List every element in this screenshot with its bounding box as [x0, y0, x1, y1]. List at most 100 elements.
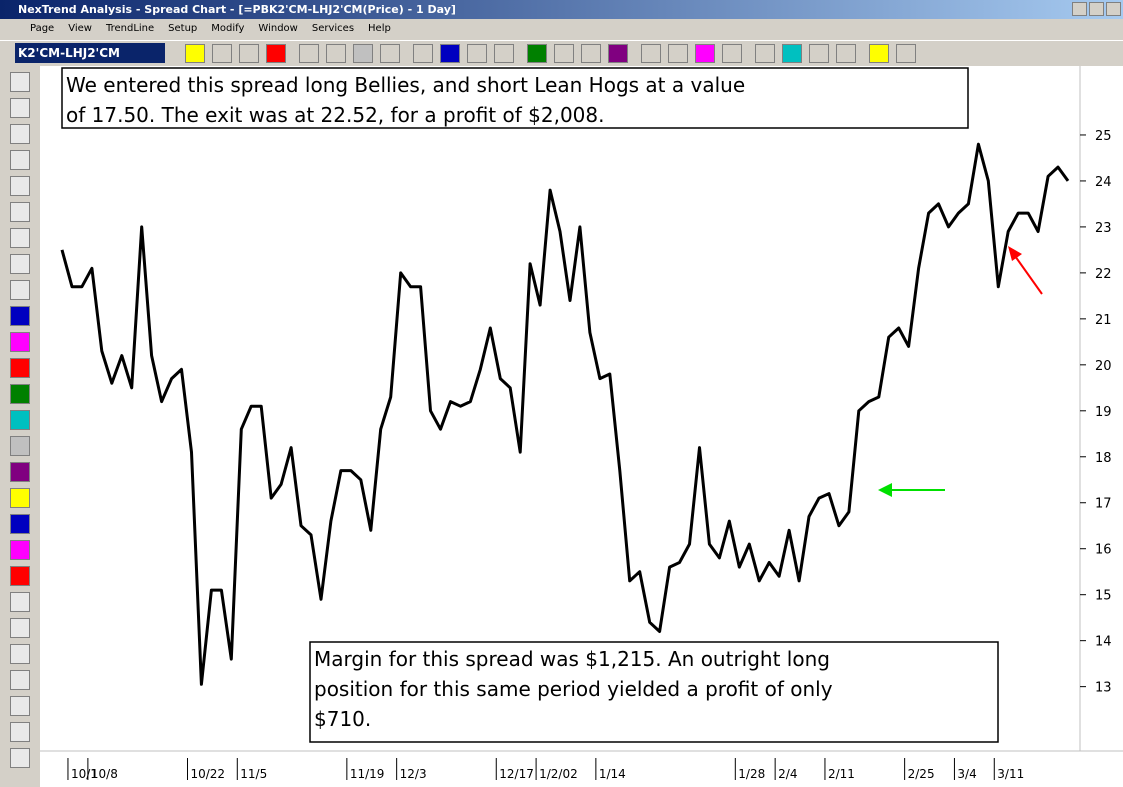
left-toolbar: [0, 66, 40, 787]
toolbar-button[interactable]: [896, 44, 916, 63]
y-tick-label: 16: [1095, 543, 1112, 558]
tool-button[interactable]: [10, 566, 30, 586]
tool-button[interactable]: [10, 150, 30, 170]
tool-button[interactable]: [10, 540, 30, 560]
x-tick-label: 3/4: [957, 767, 976, 781]
tool-button[interactable]: [10, 202, 30, 222]
x-tick-label: 11/19: [350, 767, 385, 781]
tool-button[interactable]: [10, 384, 30, 404]
toolbar-button[interactable]: [413, 44, 433, 63]
toolbar-button[interactable]: [869, 44, 889, 63]
tool-button[interactable]: [10, 488, 30, 508]
x-tick-label: 10/1: [71, 767, 98, 781]
toolbar-button[interactable]: [695, 44, 715, 63]
tool-button[interactable]: [10, 644, 30, 664]
toolbar-button[interactable]: [836, 44, 856, 63]
x-tick-label: 3/11: [997, 767, 1024, 781]
y-tick-label: 25: [1095, 129, 1112, 144]
toolbar-button[interactable]: [641, 44, 661, 63]
tool-button[interactable]: [10, 618, 30, 638]
price-line: [60, 142, 1070, 686]
toolbar-button[interactable]: [467, 44, 487, 63]
tool-button[interactable]: [10, 254, 30, 274]
toolbar: K2'CM-LHJ2'CM: [0, 40, 1123, 66]
menu-item[interactable]: TrendLine: [105, 23, 155, 34]
menu-item[interactable]: Setup: [168, 23, 198, 34]
menu-bar: Page View TrendLine Setup Modify Window Servic…: [0, 19, 1123, 39]
tool-button[interactable]: [10, 176, 30, 196]
toolbar-button[interactable]: [608, 44, 628, 63]
toolbar-button[interactable]: [212, 44, 232, 63]
close[interactable]: [1106, 2, 1121, 16]
title-bar: NexTrend Analysis - Spread Chart - [=PBK…: [0, 0, 1123, 19]
tool-button[interactable]: [10, 332, 30, 352]
tool-button[interactable]: [10, 436, 30, 456]
toolbar-button[interactable]: [326, 44, 346, 63]
tool-button[interactable]: [10, 696, 30, 716]
tool-button[interactable]: [10, 462, 30, 482]
menu-item[interactable]: View: [68, 23, 92, 34]
x-tick-label: 10/22: [190, 767, 225, 781]
tool-button[interactable]: [10, 228, 30, 248]
tool-button[interactable]: [10, 670, 30, 690]
toolbar-button[interactable]: [722, 44, 742, 63]
y-tick-label: 13: [1095, 681, 1112, 696]
tool-button[interactable]: [10, 98, 30, 118]
tool-button[interactable]: [10, 358, 30, 378]
tool-button[interactable]: [10, 592, 30, 612]
tool-button[interactable]: [10, 748, 30, 768]
menu-item[interactable]: Services: [311, 23, 355, 34]
annotation-box: [61, 67, 969, 129]
x-tick-label: 10/8: [91, 767, 118, 781]
toolbar-button[interactable]: [266, 44, 286, 63]
menu-item[interactable]: Page: [30, 23, 55, 34]
annotation-box: [309, 641, 999, 743]
x-tick-label: 1/28: [738, 767, 765, 781]
green-arrow: [878, 483, 945, 497]
x-tick-label: 2/11: [828, 767, 855, 781]
toolbar-button[interactable]: [668, 44, 688, 63]
y-tick-label: 15: [1095, 589, 1112, 604]
x-tick-label: 2/4: [778, 767, 797, 781]
y-tick-label: 17: [1095, 497, 1112, 512]
toolbar-button[interactable]: [782, 44, 802, 63]
toolbar-button[interactable]: [554, 44, 574, 63]
window-title: NexTrend Analysis - Spread Chart - [=PBK…: [18, 3, 456, 16]
x-tick-label: 12/17: [499, 767, 534, 781]
chart: 13 14 15 16 17 18 19 20 21 22 23 24 25 10/110/8 10/22 1…: [40, 66, 1123, 787]
y-tick-label: 20: [1095, 359, 1112, 374]
y-tick-label: 18: [1095, 451, 1112, 466]
toolbar-button[interactable]: [239, 44, 259, 63]
toolbar-button[interactable]: [380, 44, 400, 63]
toolbar-button[interactable]: [185, 44, 205, 63]
menu-item[interactable]: Modify: [211, 23, 245, 34]
toolbar-button[interactable]: [353, 44, 373, 63]
window-buttons: [1072, 2, 1121, 16]
maximize[interactable]: [1089, 2, 1104, 16]
toolbar-button[interactable]: [581, 44, 601, 63]
annotation-text: $710.: [314, 707, 371, 731]
toolbar-button[interactable]: [809, 44, 829, 63]
tool-button[interactable]: [10, 410, 30, 430]
tool-button[interactable]: [10, 722, 30, 742]
tool-button[interactable]: [10, 280, 30, 300]
tool-button[interactable]: [10, 306, 30, 326]
x-tick-label: 2/25: [908, 767, 935, 781]
minimize[interactable]: [1072, 2, 1087, 16]
tool-button[interactable]: [10, 72, 30, 92]
symbol-combo[interactable]: K2'CM-LHJ2'CM: [15, 43, 165, 63]
toolbar-button[interactable]: [299, 44, 319, 63]
annotation-text: Margin for this spread was $1,215. An ou…: [314, 647, 830, 671]
toolbar-button[interactable]: [755, 44, 775, 63]
x-tick-label: 1/14: [599, 767, 626, 781]
x-tick-label: 12/3: [400, 767, 427, 781]
tool-button[interactable]: [10, 124, 30, 144]
toolbar-button[interactable]: [440, 44, 460, 63]
toolbar-button[interactable]: [527, 44, 547, 63]
menu-item[interactable]: Help: [368, 23, 391, 34]
y-tick-label: 24: [1095, 175, 1112, 190]
tool-button[interactable]: [10, 514, 30, 534]
menu-item[interactable]: Window: [258, 23, 298, 34]
toolbar-button[interactable]: [494, 44, 514, 63]
